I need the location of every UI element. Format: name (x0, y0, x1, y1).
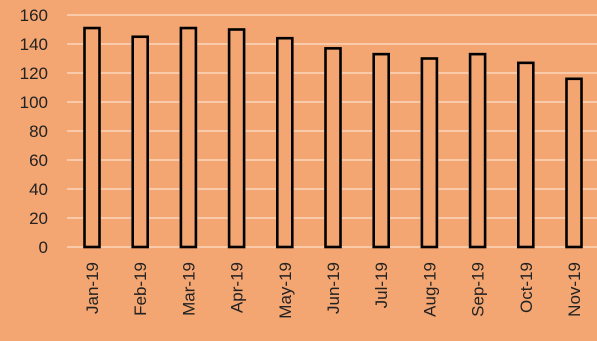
y-tick-label-0: 0 (39, 238, 48, 257)
y-tick-label-80: 80 (29, 122, 48, 141)
x-tick-label-jan-19: Jan-19 (83, 262, 102, 314)
y-tick-label-160: 160 (20, 6, 48, 25)
bar-mar-19 (179, 26, 198, 249)
x-tick-label-may-19: May-19 (276, 262, 295, 319)
x-tick-label-oct-19: Oct-19 (517, 262, 536, 313)
bar-may-19 (275, 36, 294, 249)
bar-jun-19 (324, 47, 342, 249)
x-tick-label-nov-19: Nov-19 (565, 262, 584, 317)
y-tick-label-60: 60 (29, 151, 48, 170)
bar-aug-19 (420, 57, 439, 249)
x-tick-label-apr-19: Apr-19 (228, 262, 247, 313)
bar-jan-19 (83, 26, 101, 249)
y-axis-tick-labels: 0 20 40 60 80 100 120 140 160 (20, 6, 48, 257)
x-tick-label-jul-19: Jul-19 (372, 262, 391, 308)
y-tick-label-140: 140 (20, 35, 48, 54)
x-axis-category-labels: Jan-19 Feb-19 Mar-19 Apr-19 May-19 Jun-19 Jul-… (83, 262, 584, 319)
x-tick-label-jun-19: Jun-19 (324, 262, 343, 314)
x-tick-label-feb-19: Feb-19 (131, 262, 150, 316)
bar-feb-19 (131, 35, 149, 249)
bar-nov-19 (565, 77, 583, 249)
bar-apr-19 (227, 28, 246, 249)
x-tick-label-sep-19: Sep-19 (469, 262, 488, 317)
bars (83, 26, 583, 249)
bar-sep-19 (468, 52, 487, 249)
y-tick-label-20: 20 (29, 209, 48, 228)
y-tick-label-120: 120 (20, 64, 48, 83)
y-tick-label-100: 100 (20, 93, 48, 112)
y-tick-label-40: 40 (29, 180, 48, 199)
x-tick-label-mar-19: Mar-19 (179, 262, 198, 316)
bar-jul-19 (372, 52, 391, 249)
bar-oct-19 (516, 61, 535, 249)
x-tick-label-aug-19: Aug-19 (420, 262, 439, 317)
